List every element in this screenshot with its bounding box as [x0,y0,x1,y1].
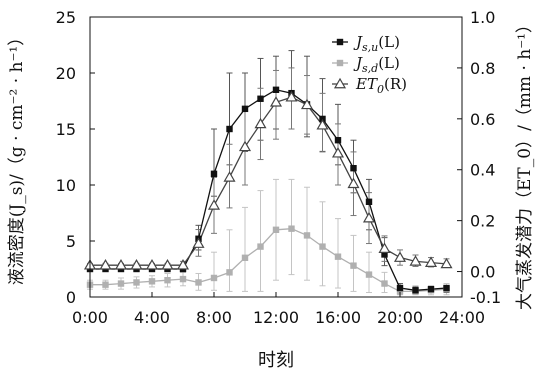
series-0-point [381,251,388,258]
series-2-point [347,177,360,189]
series-1-point [241,254,249,261]
series-2-point [114,258,128,270]
series-0-point [365,198,373,205]
series-1-point [288,225,295,232]
series-2-point [285,90,298,102]
y-right-tick-label: 0.0 [470,263,495,282]
series-1-point [272,226,280,233]
series-1-point [334,253,342,260]
series-2-point [207,199,221,210]
series-2-point [300,98,314,110]
marker-layer [83,86,453,295]
series-2-point [145,258,159,270]
series-1-point [102,281,109,288]
series-0-point [226,125,233,133]
series-0-point [210,170,218,177]
series-2-point [161,258,174,270]
series-1-point [226,269,233,276]
x-tick-label: 4:00 [134,308,170,327]
series-2-point [331,146,345,158]
y-left-tick-label: 25 [56,8,76,27]
series-line-layer [90,89,447,293]
series-2-point [440,257,453,269]
y-right-tick-label: 0.2 [470,212,495,231]
series-0-point [334,137,342,144]
legend-swatch-marker [336,59,344,67]
y-axis-right-title: 大气蒸发潜力（ET_0）/（mm · h⁻¹） [515,16,535,310]
series-1-point [195,279,202,286]
x-tick-label: 8:00 [196,308,232,327]
series-2-point [238,140,252,152]
x-tick-label: 16:00 [315,308,361,327]
legend-swatch-marker [336,38,344,46]
series-2-point [393,251,407,262]
series-0-point [241,105,249,113]
series-2-point [223,171,236,182]
series-2-point [176,258,190,270]
series-1-point [179,275,187,283]
series-2-line [90,96,447,266]
series-0-point [319,115,326,123]
series-1-point [117,280,125,287]
series-2-point [424,256,438,267]
series-1-point [365,271,373,278]
series-1-point [396,288,404,295]
series-2-point [362,211,376,223]
series-1-line [90,228,447,293]
series-0-point [272,86,280,93]
tick-layer: 0:00 4:00 8:00 12:00 16:00 20:00 24:00 0 5 10 15 20… [56,8,502,327]
y-right-tick-label: -0.1 [470,288,501,307]
y-left-tick-label: 15 [56,120,76,139]
series-2-point [378,242,391,253]
series-1-point [303,232,311,239]
series-1-point [257,243,264,250]
legend-label: ET0(R) [355,75,407,96]
y-left-tick-label: 0 [66,288,76,307]
series-0-point [443,284,450,292]
y-right-tick-label: 0.6 [470,110,495,129]
series-1-point [381,280,388,287]
series-0-point [412,287,419,294]
x-tick-label: 24:00 [439,308,485,327]
series-2-point [254,117,267,129]
y-left-tick-label: 5 [66,232,76,251]
series-2-point [269,96,283,107]
x-tick-label: 20:00 [377,308,423,327]
series-0-line [90,89,447,291]
series-0-point [350,165,357,172]
legend: Js,u(L)Js,d(L)ET0(R) [332,33,407,96]
legend-label: Js,u(L) [353,33,400,54]
series-2-point [130,258,143,270]
x-tick-label: 0:00 [72,308,108,327]
series-1-point [319,243,326,250]
x-axis-title: 时刻 [258,350,294,371]
series-2-point [192,237,205,248]
y-left-tick-label: 20 [56,64,76,83]
series-1-point [210,274,218,282]
series-1-point [350,262,357,269]
series-0-point [257,95,264,102]
series-2-point [409,255,422,266]
y-right-tick-label: 0.8 [470,59,495,78]
y-right-tick-label: 1.0 [470,8,495,27]
legend-label: Js,d(L) [353,54,400,75]
series-2-point [99,258,112,270]
y-right-tick-label: 0.4 [470,161,495,180]
y-left-tick-label: 10 [56,176,76,195]
legend-swatch-marker [333,77,347,89]
x-tick-label: 12:00 [253,308,299,327]
series-1-point [133,279,140,286]
y-axis-left-title: 液流密度(J_s)/（g · cm⁻² · h⁻¹） [7,29,27,286]
series-2-point [316,118,329,130]
series-1-point [164,277,171,284]
series-0-point [396,284,404,292]
series-0-point [427,285,435,293]
series-1-point [148,278,156,285]
